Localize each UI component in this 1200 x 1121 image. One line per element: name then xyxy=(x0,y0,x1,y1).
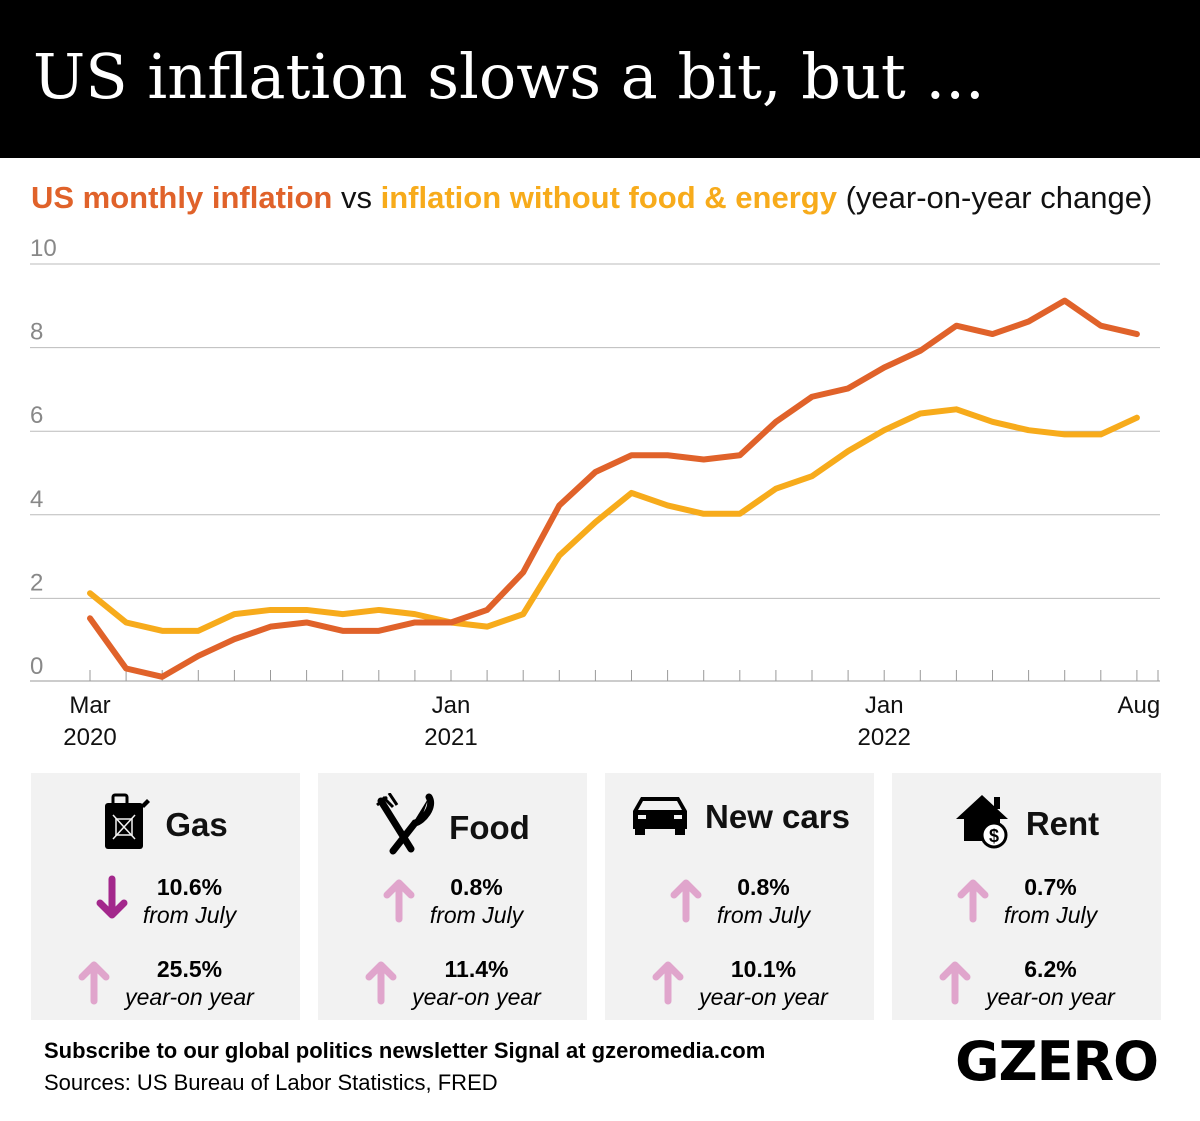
page-title: US inflation slows a bit, but ... xyxy=(33,40,985,113)
yearly-label: year-on year xyxy=(125,984,254,1010)
yearly-label: year-on year xyxy=(699,984,828,1010)
subtitle-vs: vs xyxy=(332,180,381,215)
series-line-headline xyxy=(87,297,1140,680)
card-title: Gas xyxy=(165,805,228,843)
arrow-up-icon xyxy=(77,957,111,1010)
car-icon xyxy=(629,793,691,840)
gzero-logo: GZERO xyxy=(955,1030,1159,1093)
monthly-label: from July xyxy=(716,902,811,928)
card-title: New cars xyxy=(705,797,850,835)
arrow-down-icon xyxy=(95,875,129,928)
monthly-label: from July xyxy=(1003,902,1098,928)
monthly-change: 0.8% from July xyxy=(605,873,874,929)
card-header: New cars xyxy=(605,793,874,840)
monthly-change: 0.7% from July xyxy=(892,873,1161,929)
series-line-core xyxy=(87,406,1140,634)
x-tick-label: Jan xyxy=(432,692,471,719)
monthly-change: 0.8% from July xyxy=(318,873,587,929)
yearly-value: 11.4% xyxy=(444,956,509,982)
yearly-change: 11.4% year-on year xyxy=(318,955,587,1011)
yearly-value: 6.2% xyxy=(1024,956,1077,982)
category-card-food: Food 0.8% from July 11.4% year-on year xyxy=(318,773,587,1020)
fork-knife-icon xyxy=(375,792,435,862)
y-tick-label: 10 xyxy=(30,235,57,262)
y-tick-label: 6 xyxy=(30,402,43,429)
subtitle-unit: (year-on-year change) xyxy=(836,180,1153,215)
card-title: Rent xyxy=(1025,804,1100,842)
y-tick-label: 4 xyxy=(30,486,43,513)
monthly-label: from July xyxy=(429,902,524,928)
category-card-rent: $ Rent 0.7% from July 6.2% year-on year xyxy=(892,773,1161,1020)
monthly-change: 10.6% from July xyxy=(31,873,300,929)
line-chart: 0 2 4 6 8 10 Mar 2020 Jan 2021 Jan 2022 Aug xyxy=(30,235,1161,751)
x-tick-label: Mar xyxy=(69,692,110,719)
category-card-gas: Gas 10.6% from July 25.5% year-on year xyxy=(31,773,300,1020)
yearly-change: 10.1% year-on year xyxy=(605,955,874,1011)
x-tick-label: Aug xyxy=(1118,692,1161,719)
yearly-change: 25.5% year-on year xyxy=(31,955,300,1011)
monthly-label: from July xyxy=(142,902,237,928)
x-tick-label-year: 2022 xyxy=(858,724,911,751)
sources-text: Sources: US Bureau of Labor Statistics, … xyxy=(44,1070,498,1095)
x-tick-label-year: 2021 xyxy=(424,724,477,751)
y-tick-label: 0 xyxy=(30,653,43,680)
monthly-value: 0.7% xyxy=(1024,874,1077,900)
monthly-value: 0.8% xyxy=(450,874,503,900)
house-dollar-icon: $ xyxy=(954,793,1012,854)
yearly-change: 6.2% year-on year xyxy=(892,955,1161,1011)
arrow-up-icon xyxy=(669,875,703,928)
yearly-label: year-on year xyxy=(412,984,541,1010)
arrow-up-icon xyxy=(364,957,398,1010)
gas-can-icon xyxy=(103,793,151,856)
card-header: $ Rent xyxy=(892,793,1161,854)
yearly-label: year-on year xyxy=(986,984,1115,1010)
yearly-value: 10.1% xyxy=(730,956,797,982)
card-header: Food xyxy=(318,792,587,862)
subtitle-headline-series: US monthly inflation xyxy=(31,180,333,215)
y-tick-label: 2 xyxy=(30,569,43,596)
arrow-up-icon xyxy=(651,957,685,1010)
x-tick-label-year: 2020 xyxy=(63,724,116,751)
x-tick-label: Jan xyxy=(865,692,904,719)
monthly-value: 10.6% xyxy=(156,874,223,900)
arrow-up-icon xyxy=(382,875,416,928)
arrow-up-icon xyxy=(938,957,972,1010)
card-header: Gas xyxy=(31,793,300,856)
yearly-value: 25.5% xyxy=(156,956,223,982)
subtitle-core-series: inflation without food & energy xyxy=(380,180,837,215)
category-card-new-cars: New cars 0.8% from July 10.1% year-on year xyxy=(605,773,874,1020)
subscribe-text: Subscribe to our global politics newslet… xyxy=(44,1038,766,1063)
chart-subtitle: US monthly inflation vs inflation withou… xyxy=(31,180,1152,216)
header-band: US inflation slows a bit, but ... xyxy=(0,0,1200,158)
arrow-up-icon xyxy=(956,875,990,928)
svg-text:$: $ xyxy=(989,826,999,846)
monthly-value: 0.8% xyxy=(737,874,790,900)
y-tick-label: 8 xyxy=(30,319,43,346)
card-title: Food xyxy=(449,808,530,846)
